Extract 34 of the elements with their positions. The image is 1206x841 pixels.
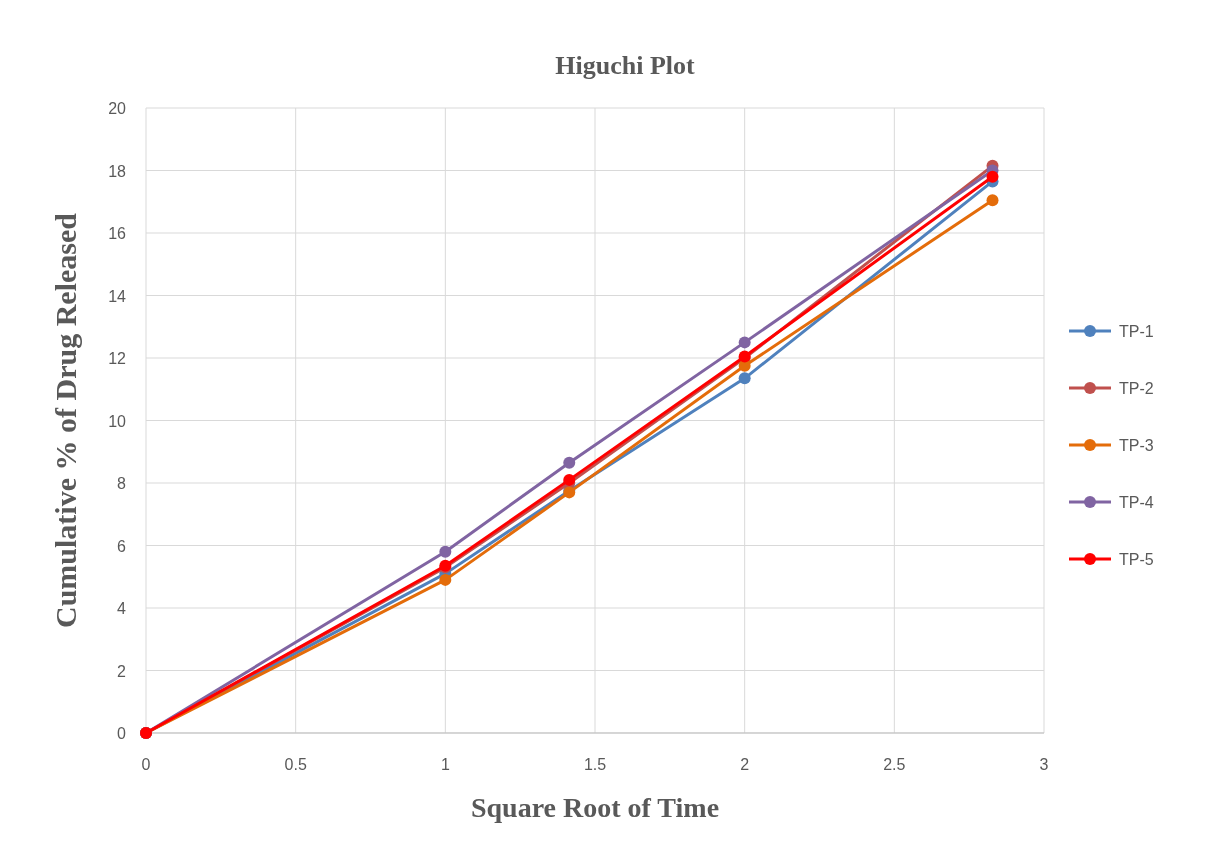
point <box>738 336 751 349</box>
x-tick-label: 0.5 <box>284 756 307 773</box>
y-tick-label: 10 <box>108 412 127 430</box>
legend-label: TP-4 <box>1119 494 1154 511</box>
x-tick-label: 1 <box>440 756 450 773</box>
y-tick-label: 14 <box>108 287 127 305</box>
y-tick-label: 20 <box>108 100 127 117</box>
legend-label: TP-5 <box>1119 551 1154 568</box>
point <box>738 372 751 385</box>
legend-label: TP-1 <box>1119 323 1154 340</box>
x-tick-label: 2.5 <box>883 756 906 773</box>
x-tick-label: 2 <box>740 756 750 773</box>
x-tick-label: 1.5 <box>583 756 607 773</box>
y-tick-label: 8 <box>117 475 127 492</box>
point <box>439 545 452 558</box>
point <box>439 573 452 586</box>
point <box>563 473 576 486</box>
legend-label: TP-2 <box>1119 380 1154 397</box>
chart-title: Higuchi Plot <box>555 51 696 80</box>
point <box>563 456 576 469</box>
point <box>986 194 999 207</box>
y-tick-label: 12 <box>108 350 127 367</box>
y-tick-label: 2 <box>117 662 127 680</box>
y-tick-label: 18 <box>108 162 127 180</box>
y-tick-label: 6 <box>117 537 127 555</box>
x-tick-label: 0 <box>141 756 151 773</box>
x-axis-title: Square Root of Time <box>470 792 720 823</box>
y-tick-label: 4 <box>117 600 127 617</box>
y-tick-label: 0 <box>117 725 127 742</box>
x-tick-label: 3 <box>1039 756 1049 773</box>
y-axis-title: Cumulative % of Drug Released <box>49 212 82 628</box>
point <box>986 170 999 183</box>
legend-label: TP-3 <box>1119 437 1154 454</box>
y-tick-label: 16 <box>108 225 127 242</box>
